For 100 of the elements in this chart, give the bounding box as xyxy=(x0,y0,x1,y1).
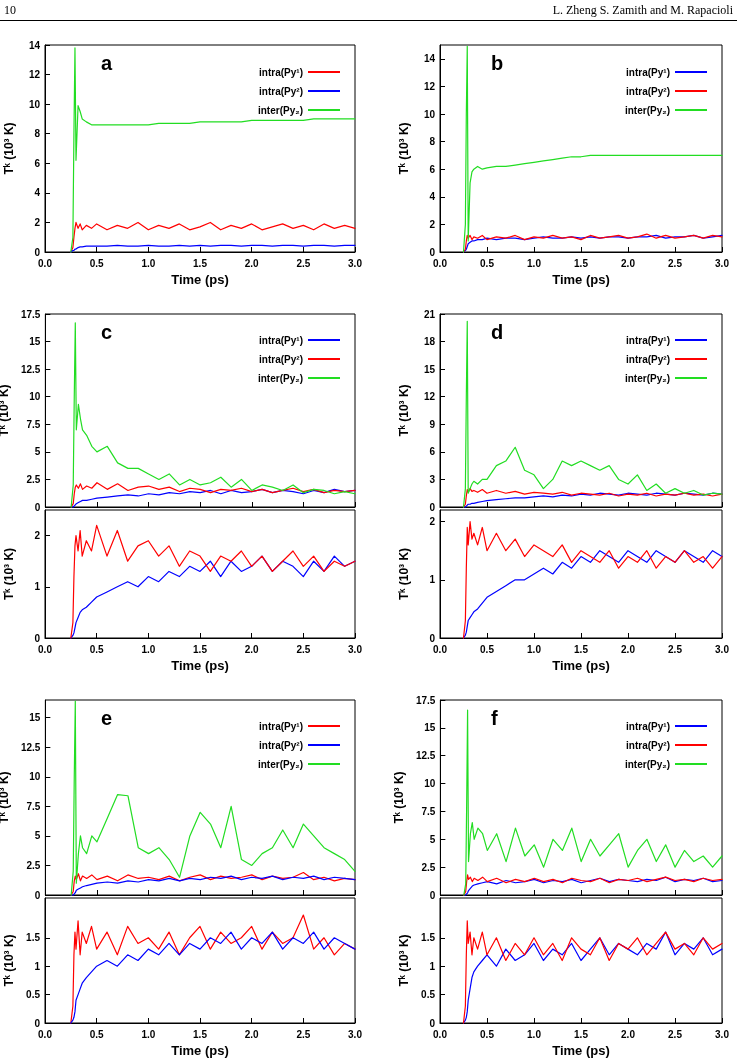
y-tick-label: 12 xyxy=(423,80,436,92)
line-series xyxy=(462,550,723,639)
x-tick-label: 2.0 xyxy=(244,643,260,655)
y-tick-label: 10 xyxy=(424,778,436,790)
y-tick-label: 12 xyxy=(423,391,436,403)
y-axis-title: Tᵏ (10³ K) xyxy=(397,122,411,175)
x-tick-label: 0.5 xyxy=(480,1028,495,1040)
x-axis-title: Time (ps) xyxy=(552,271,610,287)
y-tick-label: 5 xyxy=(34,446,41,458)
x-tick-label: 2.5 xyxy=(668,1028,683,1040)
y-tick-label: 5 xyxy=(429,833,436,845)
y-tick-label: 0 xyxy=(429,632,436,644)
y-tick-label: 7.5 xyxy=(26,800,41,812)
legend-label: intra(Py¹) xyxy=(259,720,303,732)
legend-label: inter(Py₂) xyxy=(257,372,303,384)
y-tick-label: 7.5 xyxy=(26,418,41,430)
annotation: e xyxy=(101,707,113,729)
legend-label: intra(Py²) xyxy=(626,739,670,751)
annotation: a xyxy=(101,52,113,74)
y-tick-label: 6 xyxy=(429,163,436,175)
y-axis-title: Tᵏ (10³ K) xyxy=(2,934,16,987)
x-tick-label: 1.5 xyxy=(193,257,208,269)
y-tick-label: 7.5 xyxy=(421,805,436,817)
y-tick-label: 0 xyxy=(34,632,41,644)
y-tick-label: 2.5 xyxy=(26,859,41,871)
legend-label: intra(Py¹) xyxy=(626,334,670,346)
x-tick-label: 2.0 xyxy=(244,257,260,269)
x-tick-label: 0.0 xyxy=(433,257,448,269)
line-series xyxy=(462,320,723,508)
y-axis-title: Tᵏ (10³ K) xyxy=(392,771,406,824)
x-tick-label: 0.5 xyxy=(89,257,105,269)
line-series xyxy=(70,322,356,508)
x-tick-label: 1.0 xyxy=(527,1028,542,1040)
y-tick-label: 12.5 xyxy=(20,363,41,375)
legend-label: inter(Py₂) xyxy=(624,758,670,770)
x-tick-label: 0.5 xyxy=(89,1028,105,1040)
x-tick-label: 3.0 xyxy=(715,257,730,269)
x-tick-label: 3.0 xyxy=(715,643,730,655)
y-tick-label: 0 xyxy=(34,246,41,258)
x-tick-label: 0.0 xyxy=(433,1028,448,1040)
legend-label: intra(Py¹) xyxy=(259,334,303,346)
y-tick-label: 6 xyxy=(429,446,436,458)
y-tick-label: 8 xyxy=(429,136,436,148)
x-tick-label: 0.5 xyxy=(480,643,495,655)
x-tick-label: 1.0 xyxy=(527,643,542,655)
x-tick-label: 0.0 xyxy=(38,257,53,269)
line-series xyxy=(70,221,356,253)
annotation: f xyxy=(491,707,498,729)
x-tick-label: 1.5 xyxy=(193,1028,208,1040)
x-axis-title: Time (ps) xyxy=(552,1042,610,1058)
y-axis-title: Tᵏ (10³ K) xyxy=(397,384,411,437)
line-series xyxy=(70,931,356,1024)
y-tick-label: 6 xyxy=(34,157,41,169)
line-series xyxy=(70,244,356,253)
legend-label: inter(Py₂) xyxy=(624,372,670,384)
x-tick-label: 3.0 xyxy=(348,1028,363,1040)
y-tick-label: 17.5 xyxy=(20,308,41,320)
line-series xyxy=(70,524,356,639)
y-tick-label: 0 xyxy=(429,889,436,901)
y-tick-label: 15 xyxy=(424,722,436,734)
y-tick-label: 1 xyxy=(34,960,41,972)
y-tick-label: 1 xyxy=(429,960,436,972)
line-series xyxy=(70,700,356,896)
x-tick-label: 3.0 xyxy=(348,257,363,269)
y-tick-label: 10 xyxy=(29,391,41,403)
y-tick-label: 1.5 xyxy=(421,932,436,944)
y-axis-title: Tᵏ (10³ K) xyxy=(2,122,16,175)
y-tick-label: 17.5 xyxy=(415,694,436,706)
line-series xyxy=(70,482,356,508)
y-tick-label: 1.5 xyxy=(26,932,41,944)
y-tick-label: 2 xyxy=(34,530,41,542)
x-tick-label: 2.5 xyxy=(296,643,311,655)
line-series xyxy=(462,521,723,639)
x-axis-title: Time (ps) xyxy=(171,271,229,287)
y-tick-label: 2 xyxy=(34,216,41,228)
legend-label: intra(Py²) xyxy=(259,739,303,751)
x-tick-label: 2.5 xyxy=(296,257,311,269)
y-tick-label: 2.5 xyxy=(26,473,41,485)
y-tick-label: 2.5 xyxy=(421,861,436,873)
y-tick-label: 0 xyxy=(429,501,436,513)
y-tick-label: 8 xyxy=(34,128,41,140)
y-tick-label: 2 xyxy=(429,516,436,528)
y-tick-label: 0 xyxy=(34,501,41,513)
legend-label: inter(Py₂) xyxy=(257,104,303,116)
legend-label: intra(Py²) xyxy=(259,353,303,365)
line-series xyxy=(462,45,723,253)
x-tick-label: 3.0 xyxy=(715,1028,730,1040)
legend-label: intra(Py¹) xyxy=(259,66,303,78)
x-tick-label: 0.0 xyxy=(38,1028,53,1040)
line-series xyxy=(70,47,356,253)
y-tick-label: 2 xyxy=(429,218,436,230)
y-tick-label: 4 xyxy=(34,187,41,199)
y-tick-label: 1 xyxy=(34,581,41,593)
y-tick-label: 0.5 xyxy=(26,989,41,1001)
y-tick-label: 0 xyxy=(429,246,436,258)
x-axis-title: Time (ps) xyxy=(171,657,229,673)
x-tick-label: 1.0 xyxy=(141,257,156,269)
y-tick-label: 12 xyxy=(28,69,41,81)
x-tick-label: 0.0 xyxy=(38,643,53,655)
x-tick-label: 2.0 xyxy=(621,257,636,269)
